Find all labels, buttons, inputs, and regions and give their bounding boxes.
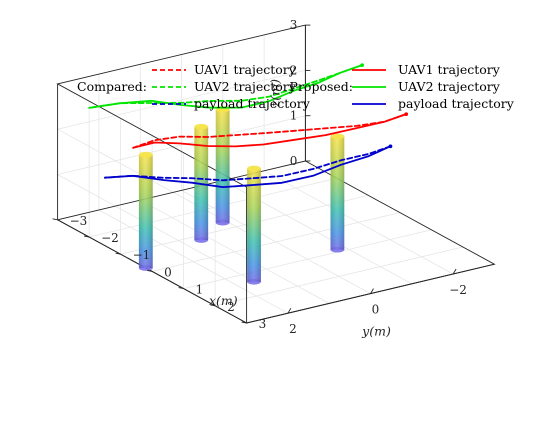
proposed-payload-trajectory-line [104,145,392,189]
y-tick-label: 0 [372,303,380,317]
z-tick-label: 3 [290,18,298,32]
obstacle-shade [138,154,153,268]
y-axis-label: y(m) [361,324,391,339]
x-tick-label: −1 [133,248,151,262]
legend-entry: UAV2 trajectory [398,79,501,94]
legend-entry: UAV1 trajectory [194,62,297,77]
obstacle-cylinder [330,133,345,253]
y-tick-mark [452,268,457,275]
x-tick-label: −3 [70,214,88,228]
x-tick-mark [178,287,184,290]
obstacle-top [194,123,209,130]
legend: Compared: UAV1 trajectory UAV2 trajectory p… [77,62,515,111]
y-tick-mark [287,307,292,314]
y-tick-label: 2 [289,322,297,336]
x-tick-label: −2 [101,231,119,245]
obstacle-shade [247,168,261,282]
obstacles [138,106,345,285]
proposed-uav1-trajectory-start-point [404,112,409,116]
obstacle-cylinder [138,151,153,271]
tick-labels: 0 1 2 3 −2 0 2 −3 −2 −1 0 1 2 3 [52,18,467,336]
z-tick-label: 0 [290,154,298,168]
x-tick-mark [52,218,58,221]
x-tick-label: 3 [259,317,267,331]
obstacle-shade [215,109,230,223]
x-tick-label: 1 [196,283,204,297]
legend-entry: payload trajectory [194,96,311,111]
x-axis-label: x(m) [209,293,238,308]
x-tick-mark [241,321,247,324]
x-tick-mark [84,235,90,238]
z-tick-label: 2 [290,63,298,77]
grid-line-x [246,187,495,324]
legend-entry: UAV1 trajectory [398,62,501,77]
legend-entry: payload trajectory [398,96,515,111]
legend-entry: UAV2 trajectory [194,79,297,94]
legend-group-label: Proposed: [290,79,353,94]
obstacle-top [247,165,261,172]
obstacle-top [330,133,345,140]
proposed-uav1-trajectory-line [132,113,408,149]
x-tick-mark [115,252,121,255]
x-tick-mark [210,304,216,307]
proposed-payload-trajectory-start-point [388,144,393,149]
obstacle-cylinder [215,106,230,226]
compared-uav1-trajectory-line [132,113,408,149]
obstacle-shade [330,136,345,250]
compared-payload-trajectory-line [104,145,392,182]
proposed-uav2-trajectory-start-point [360,63,364,67]
axis-labels: z(m) y(m) x(m) [209,79,391,339]
obstacle-cylinder [247,165,261,285]
compared-uav2-trajectory-line [88,64,364,109]
trajectory-series [88,63,409,189]
x-tick-label: 2 [227,300,235,314]
x-tick-mark [147,269,153,272]
z-tick-label: 1 [290,109,298,123]
legend-group-label: Compared: [77,79,147,94]
z-axis-label: z(m) [267,79,282,108]
y-tick-mark [370,288,374,294]
obstacle-top [138,151,153,158]
y-tick-label: −2 [449,283,467,297]
x-tick-label: 0 [164,265,172,279]
proposed-uav2-trajectory-line [88,64,364,109]
